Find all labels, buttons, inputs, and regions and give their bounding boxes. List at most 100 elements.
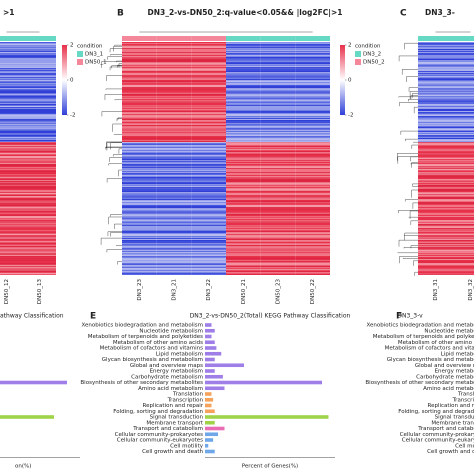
panel-label: F — [396, 312, 402, 322]
category-label: Carbohydrate metabolism — [131, 374, 203, 380]
bar — [205, 449, 215, 454]
condition-bar — [295, 36, 330, 41]
colorbar-tick-label: 0 — [348, 78, 352, 84]
condition-bar — [226, 36, 261, 41]
bar — [205, 346, 217, 350]
category-label: Nucleotide metabolism — [424, 328, 474, 334]
legend-label: DN50_2 — [363, 60, 385, 66]
heatmap-block — [453, 42, 474, 143]
bar — [205, 397, 214, 402]
bar — [205, 357, 215, 362]
heatmap-block — [295, 42, 330, 143]
condition-bar — [191, 36, 226, 41]
category-label: Nucleotide metabolism — [139, 328, 203, 334]
category-label: Membrane transport — [146, 420, 203, 426]
condition-bar — [0, 36, 23, 41]
bar — [205, 380, 322, 385]
panel-label: B — [117, 9, 124, 19]
heatmap-block — [0, 142, 23, 275]
category-label: Transcription — [167, 397, 204, 403]
category-label: Cellular community-prokaryotes — [115, 432, 203, 438]
legend-title: condition — [77, 44, 103, 50]
chart-title: >1 — [3, 8, 15, 17]
category-label: Cellular community-eukaryotes — [402, 438, 474, 444]
legend-swatch — [77, 59, 83, 65]
category-label: Amino acid metabolism — [138, 386, 203, 392]
heatmap-block — [260, 42, 296, 143]
condition-bar — [156, 36, 192, 41]
category-label: Metabolism of other amino acids — [113, 340, 203, 346]
column-label: DN3_21 — [172, 279, 178, 301]
category-label: Amino acid metabolism — [423, 386, 474, 392]
category-label: Biosynthesis of other secondary metaboli… — [365, 380, 474, 386]
column-label: DN50_13 — [37, 279, 43, 305]
bar — [205, 328, 215, 333]
bar — [205, 351, 222, 356]
condition-bar — [453, 36, 474, 41]
bar — [205, 443, 209, 448]
condition-bar — [260, 36, 296, 41]
colorbar-tick-label: -2 — [70, 113, 75, 119]
category-label: Metabolism of terpenoids and polyketides — [373, 334, 474, 340]
column-label: DN50_23 — [276, 279, 282, 305]
category-label: Translation — [172, 392, 203, 398]
column-label: DN3_23 — [137, 279, 143, 301]
condition-bar — [418, 36, 453, 41]
bar — [205, 363, 244, 368]
chart-title: athway Classification — [0, 313, 64, 320]
category-label: Folding, sorting and degradation — [398, 409, 474, 415]
category-label: Folding, sorting and degradation — [113, 409, 203, 415]
heatmap-block — [453, 142, 474, 275]
heatmap-block — [156, 42, 192, 143]
bar — [205, 392, 212, 396]
category-label: Lipid metabolism — [156, 351, 203, 357]
bar — [205, 438, 214, 442]
category-label: Transport and catabolism — [417, 426, 474, 432]
colorbar-tick-label: 0 — [70, 78, 74, 84]
category-label: Glycan biosynthesis and metabolism — [387, 357, 474, 363]
legend-swatch — [77, 51, 83, 57]
category-label: Energy metabolism — [150, 369, 203, 375]
category-label: Energy metabolism — [435, 369, 474, 375]
bar — [205, 323, 212, 327]
heatmap-block — [191, 42, 226, 143]
heatmap-block — [418, 142, 453, 275]
bar — [0, 380, 67, 385]
category-label: Membrane transport — [431, 420, 474, 426]
chart-title: DN3_2-vs-DN50_2(Total) KEGG Pathway Clas… — [190, 313, 351, 320]
bar — [205, 374, 223, 379]
panel-label: E — [90, 312, 96, 322]
category-label: Cellular community-prokaryotes — [400, 432, 474, 438]
category-label: Cell motility — [170, 443, 204, 449]
bar — [205, 426, 225, 431]
colorbar-tick-label: 2 — [70, 43, 74, 49]
heatmap-block — [260, 142, 296, 275]
heatmap-block — [191, 142, 226, 275]
colorbar — [340, 45, 345, 115]
colorbar-tick-label: 2 — [348, 43, 352, 49]
category-label: Translation — [457, 392, 474, 398]
category-label: Carbohydrate metabolism — [416, 374, 474, 380]
heatmap-block — [23, 142, 56, 275]
bar — [205, 415, 329, 419]
legend-label: DN50_1 — [85, 60, 107, 66]
x-axis-label: on(%) — [15, 464, 31, 470]
category-label: Transport and catabolism — [132, 426, 203, 432]
category-label: Lipid metabolism — [441, 351, 474, 357]
bar — [205, 409, 215, 414]
legend-swatch — [355, 51, 361, 57]
category-label: Signal transduction — [150, 415, 204, 421]
column-label: DN3_32 — [468, 279, 474, 301]
column-label: DN50_21 — [241, 279, 247, 304]
bar — [205, 369, 215, 373]
category-label: Replication and repair — [143, 403, 204, 409]
x-axis-label: Percent of Genes(%) — [242, 464, 298, 470]
category-label: Global and overview maps — [415, 363, 474, 369]
bar — [205, 340, 215, 345]
panel-label: C — [400, 9, 407, 19]
heatmap-block — [0, 42, 23, 143]
heatmap-block — [156, 142, 192, 275]
column-label: DN50_12 — [4, 279, 10, 304]
category-label: Metabolism of cofactors and vitamins — [100, 346, 203, 352]
heatmap-block — [23, 42, 56, 143]
